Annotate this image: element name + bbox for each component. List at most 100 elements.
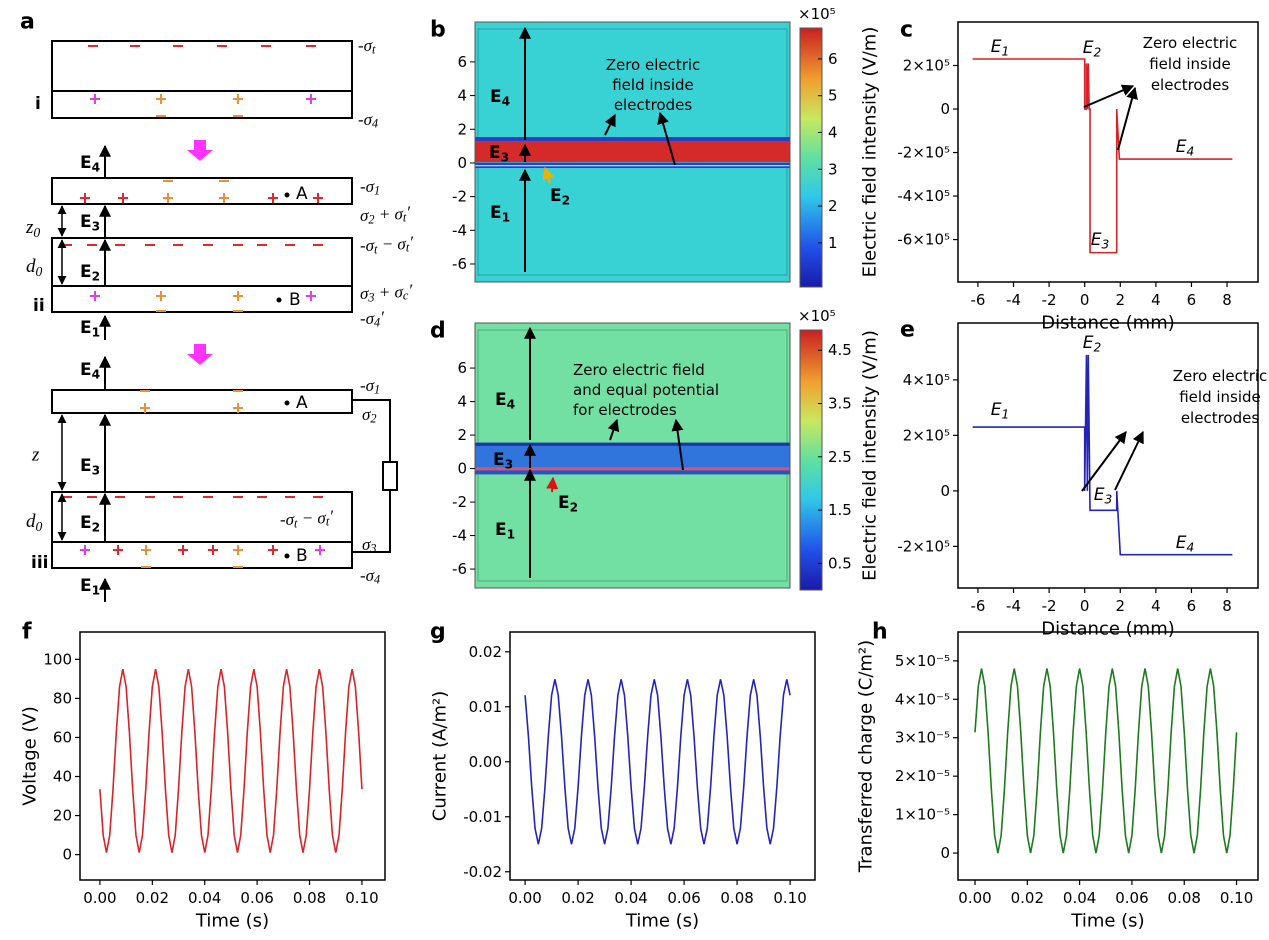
annotation: E1 <box>991 37 1010 58</box>
text-part: t <box>406 241 410 255</box>
positive-charge <box>233 403 243 413</box>
y-tick-label: 0 <box>940 482 950 500</box>
annotation: electrodes <box>1151 76 1230 94</box>
y-tick-label: 6 <box>457 53 467 71</box>
x-tick-label: -4 <box>1006 597 1021 615</box>
panel-label: d <box>430 319 446 344</box>
y-tick-label: 4×10⁵ <box>903 371 950 389</box>
diagram-label: -σ4 <box>358 110 378 131</box>
diagram-label: σ3 + σc′ <box>360 280 412 304</box>
y-tick-label: -0.02 <box>463 863 502 881</box>
y-tick-label: -0.01 <box>463 808 502 826</box>
step-label: ii <box>33 296 45 316</box>
positive-charge <box>118 193 128 203</box>
positive-charge <box>163 193 173 203</box>
axes-frame <box>957 631 1259 881</box>
positive-charge <box>80 193 90 203</box>
x-tick-label: 8 <box>1222 291 1232 309</box>
positive-charge <box>140 403 150 413</box>
x-tick-label: 0.02 <box>561 889 594 907</box>
text-part: E <box>1083 38 1094 58</box>
arrow <box>604 113 616 136</box>
diagram-label: -σ4′ <box>360 307 384 329</box>
axes-frame <box>957 322 1259 589</box>
diagram-label: E3 <box>80 212 100 233</box>
text-part: 1 <box>92 325 101 339</box>
step-arrow <box>187 140 213 161</box>
field-label: E1 <box>490 203 510 224</box>
x-tick-label: 8 <box>1222 597 1232 615</box>
y-tick-label: 0.00 <box>469 753 502 771</box>
text-part: E <box>1176 533 1187 553</box>
text-part: σ <box>360 206 369 225</box>
text-part: 4 <box>372 116 378 130</box>
annotation: Zero electric <box>1143 34 1238 52</box>
x-tick-label: -2 <box>1042 597 1057 615</box>
y-tick-label: 100 <box>43 650 72 668</box>
x-tick-label: -2 <box>1042 291 1057 309</box>
text-part: 3 <box>369 541 376 555</box>
diagram-label: A <box>296 184 308 204</box>
text-part: 0 <box>33 224 40 239</box>
y-axis-label: Voltage (V) <box>20 706 41 806</box>
y-tick-label: 2 <box>457 120 467 138</box>
annotation: and equal potential <box>573 381 719 399</box>
text-part: 1 <box>1001 44 1009 58</box>
colorbar-tick-label: 4.5 <box>828 341 852 359</box>
data-line <box>974 668 1238 854</box>
panel-label: c <box>900 18 913 43</box>
annotation: E1 <box>991 400 1010 421</box>
axes-frame <box>474 21 791 283</box>
text-part: 0 <box>36 263 43 278</box>
annotation: Zero electric <box>606 56 701 74</box>
data-line <box>99 668 363 853</box>
text-part: c <box>403 289 409 303</box>
diagram-label: E1 <box>80 576 100 597</box>
text-part: E <box>80 153 92 173</box>
text-part: E <box>80 360 92 380</box>
panel-label: b <box>430 18 446 43</box>
text-part: -σ <box>360 309 375 328</box>
x-tick-label: 4 <box>1151 291 1161 309</box>
text-part: E <box>991 400 1002 420</box>
positive-charge <box>90 291 100 301</box>
electrode-band <box>475 467 790 471</box>
text-part: E <box>490 87 502 107</box>
text-part: 1 <box>502 210 511 224</box>
text-part: t <box>294 516 298 530</box>
x-tick-label: 0.00 <box>508 889 541 907</box>
text-part: 4 <box>92 367 101 381</box>
y-axis-label: Current (A/m²) <box>430 691 451 822</box>
text-part: t <box>403 211 407 225</box>
positive-charge <box>306 94 316 104</box>
text-part: 4 <box>507 397 516 411</box>
x-axis-label: Time (s) <box>195 911 269 932</box>
text-part: 2 <box>562 193 571 207</box>
annotation: E2 <box>1083 38 1102 59</box>
annotation: Zero electric <box>1173 367 1268 385</box>
diagram-label: E4 <box>80 360 100 381</box>
text-part: 3 <box>501 150 510 164</box>
diagram-label: d0 <box>26 511 43 534</box>
text-part: E <box>495 390 507 410</box>
positive-charge <box>306 291 316 301</box>
x-tick-label: 0.02 <box>1011 889 1044 907</box>
y-tick-label: 80 <box>53 689 72 707</box>
positive-charge <box>208 545 218 555</box>
text-part: d <box>26 511 36 532</box>
field-label: E3 <box>489 143 509 164</box>
text-part: ′ <box>380 307 384 326</box>
electrode-band <box>475 445 790 468</box>
text-part: E <box>1094 485 1105 505</box>
colorbar-tick-label: 1 <box>828 234 838 252</box>
layer-box <box>51 40 353 119</box>
annotation: field inside <box>612 76 694 94</box>
text-part: + σ <box>375 282 404 301</box>
data-line <box>972 354 1233 556</box>
y-tick-label: 2×10⁵ <box>903 426 950 444</box>
text-part: 3 <box>1101 237 1109 251</box>
y-tick-label: 4×10⁻⁵ <box>895 690 950 708</box>
text-part: σ <box>360 284 369 303</box>
colorbar-tick-label: 6 <box>828 50 838 68</box>
diagram-label: E3 <box>80 456 100 477</box>
